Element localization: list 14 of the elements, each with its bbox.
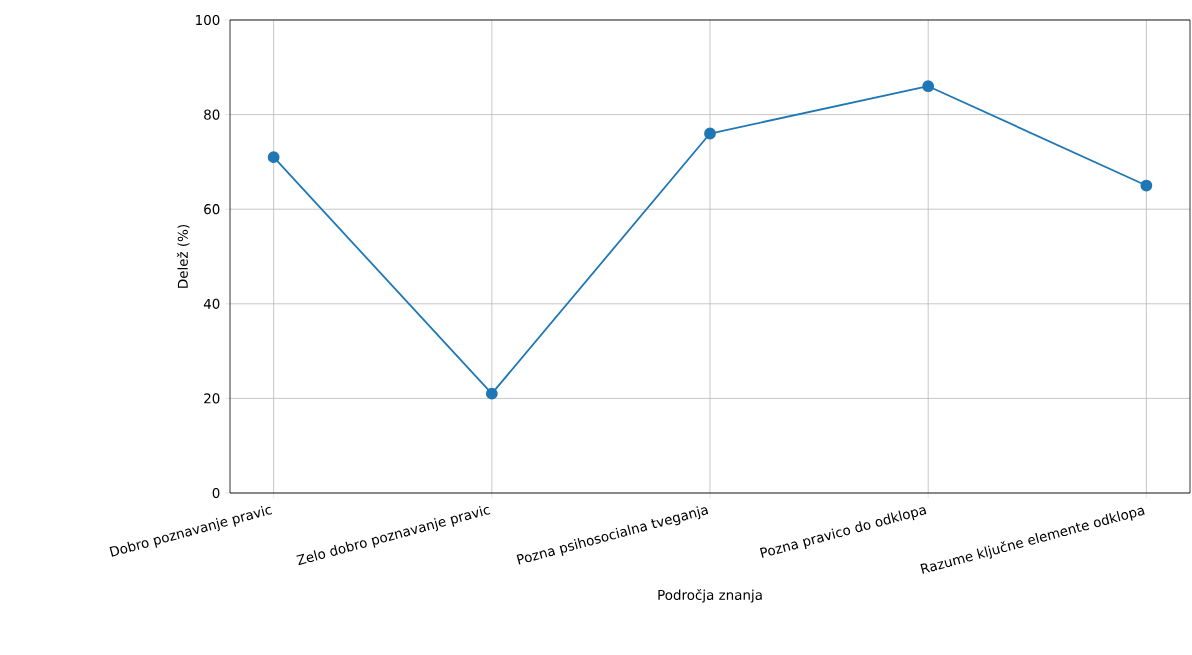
y-tick-label: 100 — [196, 14, 220, 26]
y-axis-title: Delež (%) — [176, 225, 190, 288]
y-tick-label: 0 — [212, 487, 220, 499]
point — [485, 387, 498, 400]
x-tick-label: Pozna pravico do odklopa — [759, 507, 927, 558]
point — [267, 151, 280, 164]
y-tick-label: 60 — [204, 204, 220, 215]
point — [704, 127, 716, 140]
y-tick-label: 40 — [203, 298, 220, 309]
point — [922, 80, 935, 93]
x-axis-title: Področja znanja — [658, 589, 762, 603]
point — [1140, 179, 1153, 192]
y-tick-label: 80 — [204, 109, 220, 120]
y-tick-label: 20 — [204, 393, 220, 404]
